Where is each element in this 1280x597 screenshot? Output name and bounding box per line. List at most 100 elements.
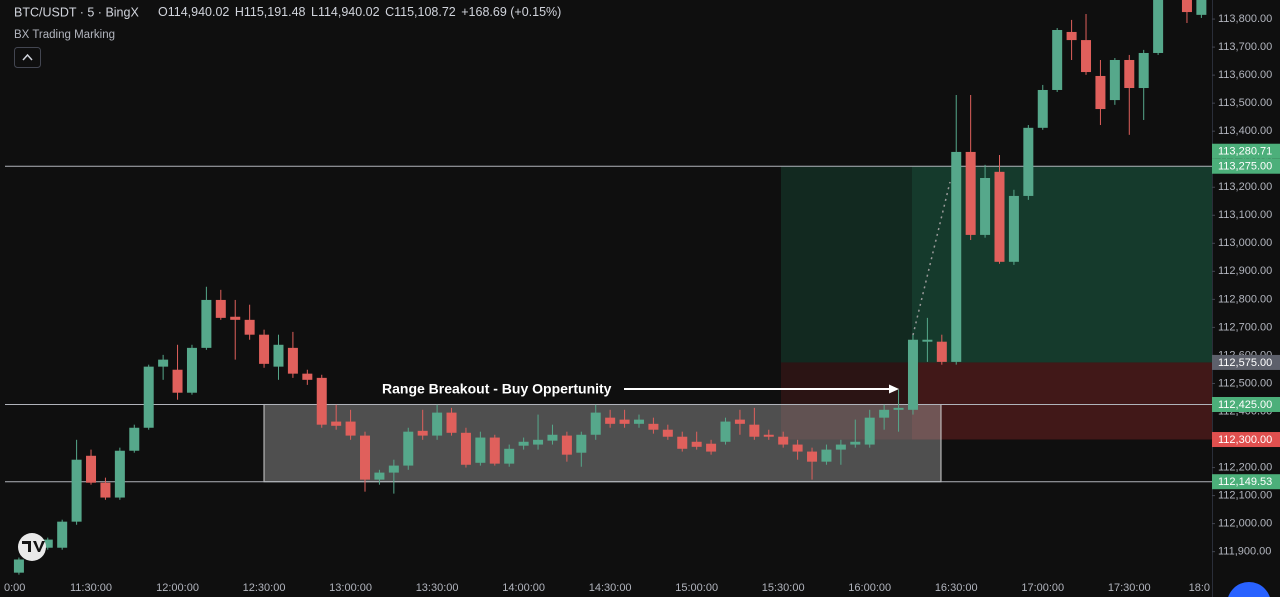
candle-body	[1196, 0, 1207, 15]
candle-body	[576, 434, 587, 453]
logo-mark[interactable]	[22, 541, 45, 552]
candle-body	[605, 417, 616, 424]
candle-body	[1109, 59, 1120, 101]
candle-body	[215, 299, 226, 318]
candle-body	[965, 151, 976, 235]
price-label-box	[1212, 396, 1280, 412]
candle-body	[518, 441, 529, 446]
indicator-name: BX Trading Marking	[14, 29, 115, 41]
candle-body	[633, 419, 644, 424]
candle-body	[893, 407, 904, 410]
x-tick-label: 13:30:00	[416, 582, 459, 594]
candle-body	[403, 431, 414, 466]
x-tick-label: 17:00:00	[1021, 582, 1064, 594]
candle-body	[1124, 59, 1135, 89]
price-axis: 111,900.00 112,000.00 112,100.00 112,200.00…	[1212, 0, 1280, 597]
candle-body	[172, 369, 183, 393]
projection-line	[912, 181, 951, 336]
price-axis-panel	[1212, 0, 1280, 597]
y-tick-label: 112,800.00	[1218, 293, 1272, 305]
x-tick-label: 17:30:00	[1108, 582, 1151, 594]
candle-body	[432, 412, 443, 436]
collapse-button[interactable]	[14, 47, 41, 68]
candle-body	[1008, 195, 1019, 262]
x-tick-label: 16:00:00	[848, 582, 891, 594]
y-tick-label: 112,700.00	[1218, 321, 1272, 333]
candle-body	[720, 421, 731, 442]
candle-body	[57, 521, 68, 548]
annotation: Range Breakout - Buy Oppertunity	[382, 381, 612, 397]
stop-zone	[781, 362, 1212, 440]
candle-body	[864, 417, 875, 445]
y-tick-label: 113,400.00	[1218, 125, 1272, 137]
candles	[13, 0, 1207, 575]
candle-body	[951, 151, 962, 362]
candle-body	[1095, 75, 1106, 110]
candle-body	[1138, 52, 1149, 89]
header: BTC/USDT · 5 · BingX O114,940.02 H115,19…	[14, 5, 561, 68]
candle-body	[994, 171, 1005, 262]
tv-logo[interactable]	[18, 533, 46, 561]
candle-body	[778, 436, 789, 445]
candle-body	[71, 459, 82, 522]
zones	[263, 166, 1212, 483]
candle-body	[374, 472, 385, 480]
x-tick-label: 15:30:00	[762, 582, 805, 594]
horizontal-lines	[5, 165, 1212, 483]
candle-body	[850, 441, 861, 445]
candle-body	[749, 424, 760, 437]
candle-body	[533, 439, 544, 445]
y-tick-label: 113,200.00	[1218, 181, 1272, 193]
collapse-icon[interactable]	[22, 53, 33, 61]
x-tick-label: 13:00:00	[329, 582, 372, 594]
candle-body	[273, 344, 284, 367]
x-tick-label: 0:00	[4, 582, 25, 594]
candle-body	[619, 419, 630, 424]
candle-body	[504, 448, 515, 464]
y-tick-label: 112,500.00	[1218, 377, 1272, 389]
candle-body	[907, 339, 918, 410]
candle-body	[561, 435, 572, 455]
candle-body	[792, 444, 803, 452]
x-tick-label: 15:00:00	[675, 582, 718, 594]
candle-body	[158, 359, 169, 367]
y-tick-label: 113,800.00	[1218, 13, 1272, 25]
x-tick-label: 11:30:00	[70, 582, 112, 594]
ohlc-high: H115,191.48	[235, 5, 306, 19]
time-axis: 0:00 11:30:00 12:00:00 12:30:00 13:00:00 13:3…	[4, 582, 1210, 594]
candle-body	[835, 444, 846, 450]
candle-body	[677, 436, 688, 449]
floating-button[interactable]	[1227, 582, 1271, 597]
ohlc-close: C115,108.72	[385, 5, 456, 19]
candle-body	[1023, 127, 1034, 196]
candle-body	[417, 430, 428, 436]
y-tick-label: 113,500.00	[1218, 97, 1272, 109]
price-label-box	[1212, 354, 1280, 370]
x-tick-label: 16:30:00	[935, 582, 978, 594]
candle-body	[345, 421, 356, 436]
x-tick-label: 12:30:00	[243, 582, 286, 594]
candle-body	[1181, 0, 1192, 13]
collapse-button-box[interactable]	[14, 47, 41, 68]
price-label: 112,300.00	[1218, 434, 1272, 446]
candle-body	[763, 434, 774, 437]
candle-body	[201, 299, 212, 348]
candle-body	[807, 451, 818, 462]
candle-body	[821, 449, 832, 462]
y-tick-label: 113,600.00	[1218, 69, 1272, 81]
candle-body	[879, 409, 890, 418]
candle-body	[547, 434, 558, 441]
logo-badge[interactable]	[18, 533, 46, 561]
candle-body	[1153, 0, 1164, 53]
candle-body	[980, 177, 991, 235]
candle-body	[648, 423, 659, 430]
y-tick-label: 113,000.00	[1218, 237, 1272, 249]
candle-body	[691, 441, 702, 447]
y-tick-label: 112,000.00	[1218, 518, 1272, 530]
candle-body	[331, 421, 342, 426]
ohlc-low: L114,940.02	[311, 5, 380, 19]
x-tick-label: 14:00:00	[502, 582, 545, 594]
